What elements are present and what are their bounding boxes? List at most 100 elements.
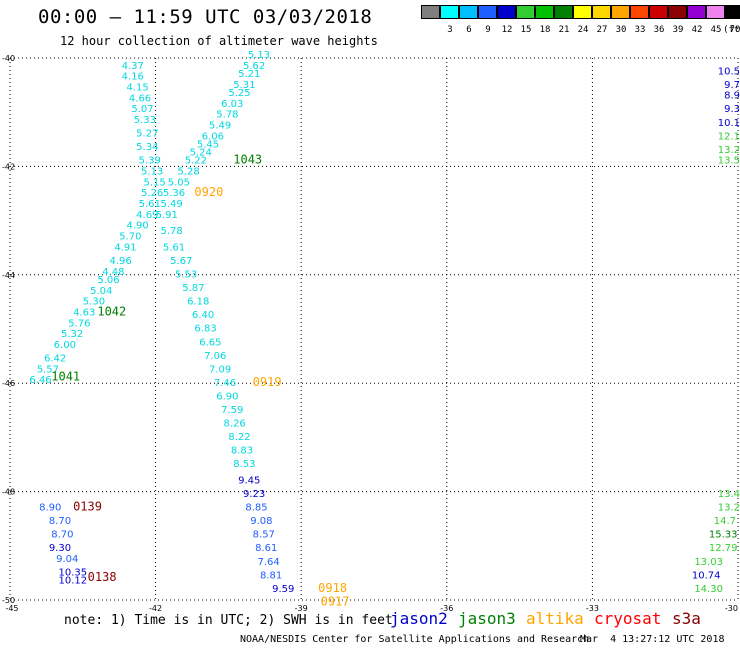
generated-timestamp: Mar 4 13:27:12 UTC 2018 (580, 634, 725, 645)
wave-height-value: 6.65 (199, 337, 221, 348)
wave-height-value: 5.04 (90, 286, 112, 297)
longitude-tick-label: -39 (295, 604, 308, 613)
wave-height-value: 4.16 (122, 72, 144, 83)
credit-line: NOAA/NESDIS Center for Satellite Applica… (240, 634, 590, 645)
wave-height-value: 5.76 (68, 318, 90, 329)
wave-height-value: 10.74 (692, 570, 721, 581)
color-swatch-label: 42 (691, 25, 703, 35)
color-swatch (516, 5, 535, 19)
wave-height-value: 7.09 (209, 364, 231, 375)
wave-height-value: 7.64 (258, 557, 280, 568)
map-grid (9, 57, 739, 601)
wave-height-value: 5.49 (209, 120, 231, 131)
wave-height-observations: 4.374.164.154.665.075.335.275.345.395.13… (29, 50, 740, 595)
wave-height-value: 13.2 (718, 145, 740, 156)
wave-height-value: 9.59 (272, 584, 294, 595)
latitude-tick-label: -44 (2, 271, 15, 280)
wave-height-value: 8.83 (231, 446, 253, 457)
pass-time-label: 0917 (321, 594, 350, 608)
color-swatch-label: 70 (729, 25, 740, 35)
latitude-tick-label: -42 (2, 162, 15, 171)
satellite-legend-altika: altika (526, 609, 584, 628)
wave-height-value: 9.7 (724, 80, 740, 91)
wave-height-value: 6.06 (202, 131, 224, 142)
color-swatch (725, 5, 740, 19)
color-swatch-label: 30 (615, 25, 627, 35)
wave-height-value: 5.91 (156, 210, 178, 221)
color-swatch-label: 39 (672, 25, 684, 35)
wave-height-value: 15.33 (709, 530, 738, 541)
wave-height-value: 10.5 (718, 66, 740, 77)
color-swatch (668, 5, 687, 19)
wave-height-value: 6.42 (44, 354, 66, 365)
wave-height-value: 5.53 (175, 270, 197, 281)
pass-time-label: 0139 (73, 500, 102, 514)
longitude-tick-label: -42 (149, 604, 162, 613)
wave-height-value: 5.61 (163, 242, 185, 253)
color-swatch (649, 5, 668, 19)
color-swatch-label: 9 (485, 25, 491, 35)
color-swatch-label: 45 (710, 25, 722, 35)
wave-height-value: 5.70 (119, 232, 141, 243)
wave-height-value: 6.00 (54, 340, 76, 351)
wave-height-value: 5.21 (238, 69, 260, 80)
wave-height-value: 13.2 (718, 503, 740, 514)
wave-height-value: 5.78 (160, 226, 182, 237)
wave-height-value: 5.39 (139, 156, 161, 167)
wave-height-value: 9.3 (724, 104, 740, 115)
wave-height-value: 4.69 (136, 210, 158, 221)
wave-height-value: 5.13 (141, 167, 163, 178)
satellite-legend-jason3: jason3 (458, 609, 516, 628)
wave-height-value: 4.96 (109, 256, 131, 267)
wave-height-value: 13.03 (694, 557, 723, 568)
wave-height-value: 6.40 (192, 310, 214, 321)
footnote: note: 1) Time is in UTC; 2) SWH is in fe… (64, 613, 393, 628)
color-swatch (421, 5, 440, 19)
wave-height-value: 5.32 (61, 329, 83, 340)
longitude-tick-label: -33 (586, 604, 599, 613)
color-swatch-label: 15 (520, 25, 532, 35)
wave-height-value: 5.87 (182, 283, 204, 294)
pass-time-label: 1043 (233, 153, 262, 167)
wave-height-value: 6.46 (29, 375, 51, 386)
color-swatch-label: 18 (539, 25, 551, 35)
color-swatch-label: 6 (466, 25, 472, 35)
color-swatch (611, 5, 630, 19)
color-scale-unit: (ft) (723, 25, 740, 35)
color-swatch (573, 5, 592, 19)
color-swatch (592, 5, 611, 19)
wave-height-value: 6.90 (216, 391, 238, 402)
wave-height-value: 5.62 (243, 61, 265, 72)
wave-height-value: 5.36 (163, 188, 185, 199)
color-swatch-label: 27 (596, 25, 608, 35)
wave-height-value: 6.03 (221, 99, 243, 110)
wave-height-value: 8.9 (724, 91, 740, 102)
wave-height-value: 5.05 (168, 177, 190, 188)
color-swatch-label: 21 (558, 25, 570, 35)
color-swatch (630, 5, 649, 19)
satellite-legend-jason2: jason2 (390, 609, 448, 628)
latitude-tick-label: -40 (2, 54, 15, 63)
wave-height-value: 5.57 (37, 364, 59, 375)
wave-height-value: 6.18 (187, 297, 209, 308)
color-swatch (535, 5, 554, 19)
pass-time-label: 0918 (318, 581, 347, 595)
wave-height-value: 9.30 (49, 543, 71, 554)
color-swatch (554, 5, 573, 19)
wave-height-value: 14.30 (694, 584, 723, 595)
wave-height-value: 5.34 (136, 142, 158, 153)
wave-height-value: 4.66 (129, 93, 151, 104)
color-swatch-label: 3 (447, 25, 453, 35)
wave-height-value: 8.53 (233, 459, 255, 470)
wave-height-value: 13.5 (718, 156, 740, 167)
longitude-tick-label: -36 (440, 604, 453, 613)
wave-height-value: 5.13 (248, 50, 270, 61)
latitude-tick-label: -50 (2, 596, 15, 605)
color-swatch-label: 33 (634, 25, 646, 35)
wave-height-value: 5.31 (233, 80, 255, 91)
wave-height-value: 8.22 (228, 432, 250, 443)
pass-time-label: 1042 (97, 304, 126, 318)
color-swatch (497, 5, 516, 19)
wave-height-value: 5.07 (131, 104, 153, 115)
wave-height-value: 4.15 (126, 83, 148, 94)
